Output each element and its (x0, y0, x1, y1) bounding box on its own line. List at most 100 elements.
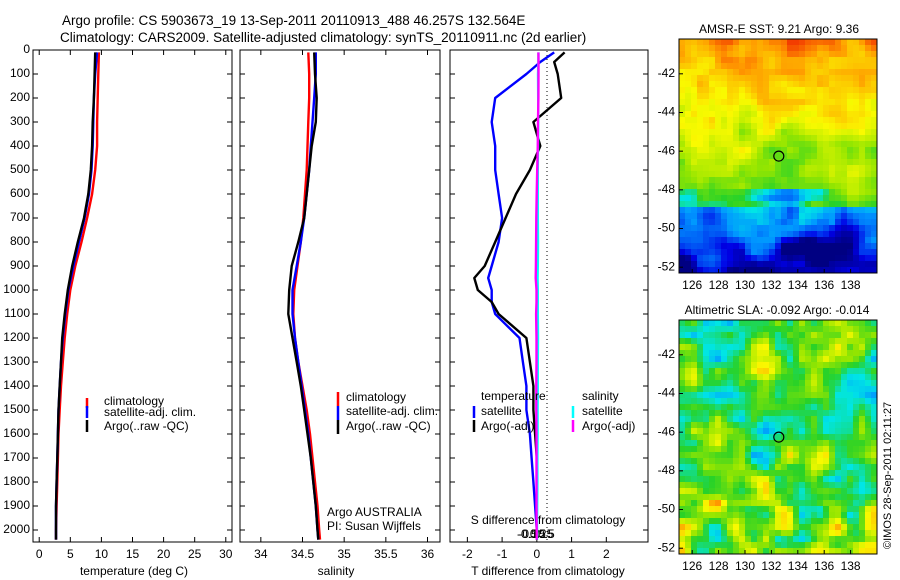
map-cell (763, 153, 770, 160)
map-cell (727, 458, 734, 465)
map-cell (703, 183, 710, 190)
map-cell (841, 51, 848, 58)
map-cell (757, 93, 764, 100)
map-cell (805, 105, 812, 112)
map-cell (763, 344, 770, 351)
map-cell (733, 512, 740, 519)
map-cell (739, 332, 746, 339)
map-cell (823, 123, 830, 130)
map-cell (799, 123, 806, 130)
map-cell (865, 147, 872, 154)
map-cell (697, 195, 704, 202)
depth-tick-label: 1000 (3, 282, 30, 296)
map-cell (841, 129, 848, 136)
map-cell (685, 434, 692, 441)
map-cell (811, 374, 818, 381)
map-cell (763, 452, 770, 459)
map-cell (703, 392, 710, 399)
map-cell (865, 470, 872, 477)
map-cell (739, 350, 746, 357)
map-cell (763, 524, 770, 531)
map-cell (829, 368, 836, 375)
map-cell (697, 422, 704, 429)
map-cell (763, 458, 770, 465)
map-cell (817, 332, 824, 339)
map-cell (781, 344, 788, 351)
map-cell (703, 267, 710, 273)
map-cell (853, 404, 860, 411)
map-cell (769, 111, 776, 118)
map-cell (775, 494, 782, 501)
map-cell (685, 428, 692, 435)
map-cell (781, 428, 788, 435)
map-cell (685, 261, 692, 268)
map-cell (715, 195, 722, 202)
map-cell (733, 464, 740, 471)
map-cell (763, 326, 770, 333)
map-cell (697, 237, 704, 244)
map-cell (787, 57, 794, 64)
map-cell (691, 410, 698, 417)
map-cell (835, 422, 842, 429)
map-cell (697, 488, 704, 495)
map-cell (721, 123, 728, 130)
map-cell (865, 386, 872, 393)
map-cell (835, 440, 842, 447)
map-cell (769, 440, 776, 447)
map-cell (787, 183, 794, 190)
map-cell (733, 117, 740, 124)
map-cell (763, 398, 770, 405)
map-cell (703, 231, 710, 238)
map-cell (697, 183, 704, 190)
map-cell (775, 344, 782, 351)
map-cell (853, 488, 860, 495)
map-cell (799, 356, 806, 363)
map-cell (865, 392, 872, 399)
map-cell (757, 494, 764, 501)
map-cell (865, 362, 872, 369)
map-cell (835, 536, 842, 543)
map-cell (745, 494, 752, 501)
map-cell (709, 243, 716, 250)
map-cell (793, 428, 800, 435)
map-cell (859, 344, 866, 351)
map-cell (859, 75, 866, 82)
map-cell (715, 99, 722, 106)
map-cell (805, 81, 812, 88)
map-cell (853, 356, 860, 363)
map-cell (709, 201, 716, 208)
map-cell (745, 249, 752, 256)
map-cell (835, 488, 842, 495)
map-cell (739, 356, 746, 363)
map-cell (691, 464, 698, 471)
map-cell (859, 189, 866, 196)
map-cell (751, 518, 758, 525)
map-cell (751, 380, 758, 387)
map-cell (757, 57, 764, 64)
map-cell (817, 87, 824, 94)
map-cell (865, 87, 872, 94)
map-cell (859, 237, 866, 244)
map-cell (739, 153, 746, 160)
map-cell (757, 147, 764, 154)
map-cell (853, 141, 860, 148)
map-cell (679, 195, 686, 202)
map-cell (811, 261, 818, 268)
map-cell (823, 69, 830, 76)
map-cell (805, 434, 812, 441)
map-cell (697, 464, 704, 471)
map-cell (793, 326, 800, 333)
map-cell (733, 440, 740, 447)
map-cell (823, 45, 830, 52)
map-cell (769, 434, 776, 441)
map-cell (871, 542, 877, 549)
map-cell (727, 123, 734, 130)
map-cell (757, 524, 764, 531)
map-cell (715, 63, 722, 70)
map-cell (811, 326, 818, 333)
map-cell (721, 141, 728, 148)
map-cell (679, 147, 686, 154)
map-cell (709, 410, 716, 417)
x-tick-label: 15 (126, 547, 140, 561)
map-cell (691, 338, 698, 345)
